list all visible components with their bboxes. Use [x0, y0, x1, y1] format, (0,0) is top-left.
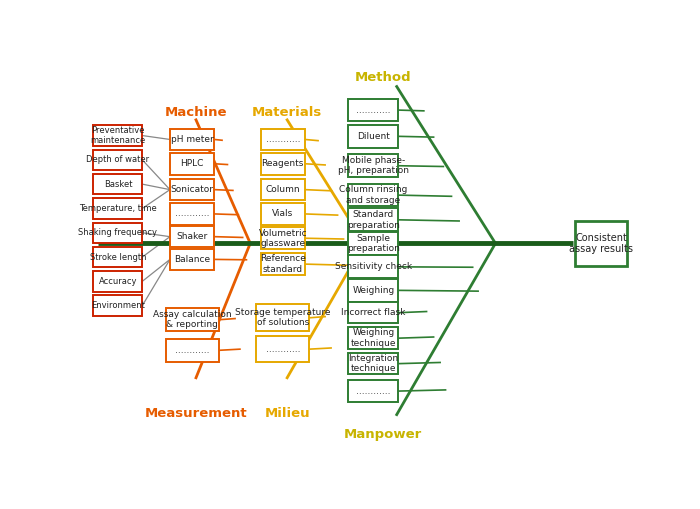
FancyBboxPatch shape [170, 226, 214, 247]
FancyBboxPatch shape [166, 308, 219, 331]
Text: Machine: Machine [164, 105, 228, 119]
FancyBboxPatch shape [256, 304, 309, 331]
FancyBboxPatch shape [349, 256, 398, 278]
Text: Basket: Basket [104, 180, 132, 189]
FancyBboxPatch shape [349, 125, 398, 148]
FancyBboxPatch shape [94, 295, 142, 316]
FancyBboxPatch shape [349, 380, 398, 402]
Text: ............: ............ [265, 345, 300, 354]
Text: Temperature, time: Temperature, time [79, 204, 157, 213]
Text: Assay calculation
& reporting: Assay calculation & reporting [153, 310, 232, 329]
Text: Sensitivity check: Sensitivity check [335, 262, 412, 271]
Text: Measurement: Measurement [145, 407, 247, 419]
Text: Mobile phase-
pH, preparation: Mobile phase- pH, preparation [338, 156, 409, 176]
Text: pH meter: pH meter [171, 135, 213, 144]
Text: Method: Method [355, 71, 412, 84]
Text: ............: ............ [175, 209, 209, 218]
FancyBboxPatch shape [170, 129, 214, 150]
FancyBboxPatch shape [94, 150, 142, 170]
Text: Column: Column [265, 185, 300, 194]
Text: Sample
preparation: Sample preparation [347, 234, 400, 253]
Text: Integration
technique: Integration technique [349, 354, 398, 373]
Text: Volumetric
glassware: Volumetric glassware [258, 229, 307, 248]
FancyBboxPatch shape [349, 327, 398, 349]
FancyBboxPatch shape [260, 153, 305, 175]
FancyBboxPatch shape [166, 339, 219, 362]
Text: Weighing
technique: Weighing technique [351, 328, 396, 348]
Text: Storage temperature
of solutions: Storage temperature of solutions [235, 308, 330, 327]
FancyBboxPatch shape [349, 209, 398, 231]
FancyBboxPatch shape [349, 184, 398, 207]
FancyBboxPatch shape [170, 203, 214, 224]
FancyBboxPatch shape [94, 271, 142, 292]
Text: Shaking frequency: Shaking frequency [78, 228, 158, 237]
Text: Materials: Materials [252, 105, 322, 119]
FancyBboxPatch shape [349, 353, 398, 375]
FancyBboxPatch shape [349, 279, 398, 302]
Text: Balance: Balance [174, 255, 210, 264]
FancyBboxPatch shape [94, 125, 142, 146]
Text: ............: ............ [175, 346, 209, 355]
Text: Reference
standard: Reference standard [260, 254, 306, 274]
FancyBboxPatch shape [349, 302, 398, 324]
Text: Stroke length: Stroke length [90, 252, 146, 262]
Text: Diluent: Diluent [357, 132, 390, 141]
FancyBboxPatch shape [260, 203, 305, 224]
Text: Standard
preparation: Standard preparation [347, 210, 400, 230]
FancyBboxPatch shape [170, 248, 214, 270]
Text: Preventative
maintenance: Preventative maintenance [90, 126, 146, 145]
Text: Manpower: Manpower [344, 428, 422, 441]
FancyBboxPatch shape [94, 247, 142, 267]
FancyBboxPatch shape [349, 99, 398, 122]
FancyBboxPatch shape [170, 153, 214, 175]
Text: Milieu: Milieu [265, 407, 310, 419]
Text: Column rinsing
and storage: Column rinsing and storage [340, 185, 407, 205]
FancyBboxPatch shape [256, 336, 309, 362]
FancyBboxPatch shape [94, 222, 142, 243]
Text: HPLC: HPLC [181, 159, 204, 168]
Text: Sonicator: Sonicator [171, 185, 213, 194]
Text: Consistent
assay results: Consistent assay results [569, 233, 634, 254]
Text: ............: ............ [265, 135, 300, 144]
FancyBboxPatch shape [260, 253, 305, 275]
Text: Environment: Environment [91, 301, 145, 310]
FancyBboxPatch shape [260, 179, 305, 201]
FancyBboxPatch shape [94, 198, 142, 219]
FancyBboxPatch shape [349, 154, 398, 177]
Text: Vials: Vials [272, 209, 293, 218]
Text: Weighing: Weighing [352, 286, 395, 295]
Text: Accuracy: Accuracy [99, 277, 137, 286]
FancyBboxPatch shape [260, 228, 305, 249]
FancyBboxPatch shape [170, 179, 214, 201]
Text: Reagents: Reagents [262, 159, 304, 168]
Text: ............: ............ [356, 105, 391, 115]
FancyBboxPatch shape [94, 174, 142, 194]
Text: ............: ............ [356, 386, 391, 395]
FancyBboxPatch shape [260, 129, 305, 150]
Text: Shaker: Shaker [176, 232, 208, 241]
Text: Incorrect flask: Incorrect flask [341, 308, 405, 317]
FancyBboxPatch shape [575, 221, 627, 266]
FancyBboxPatch shape [349, 232, 398, 254]
Text: Depth of water: Depth of water [86, 155, 149, 164]
